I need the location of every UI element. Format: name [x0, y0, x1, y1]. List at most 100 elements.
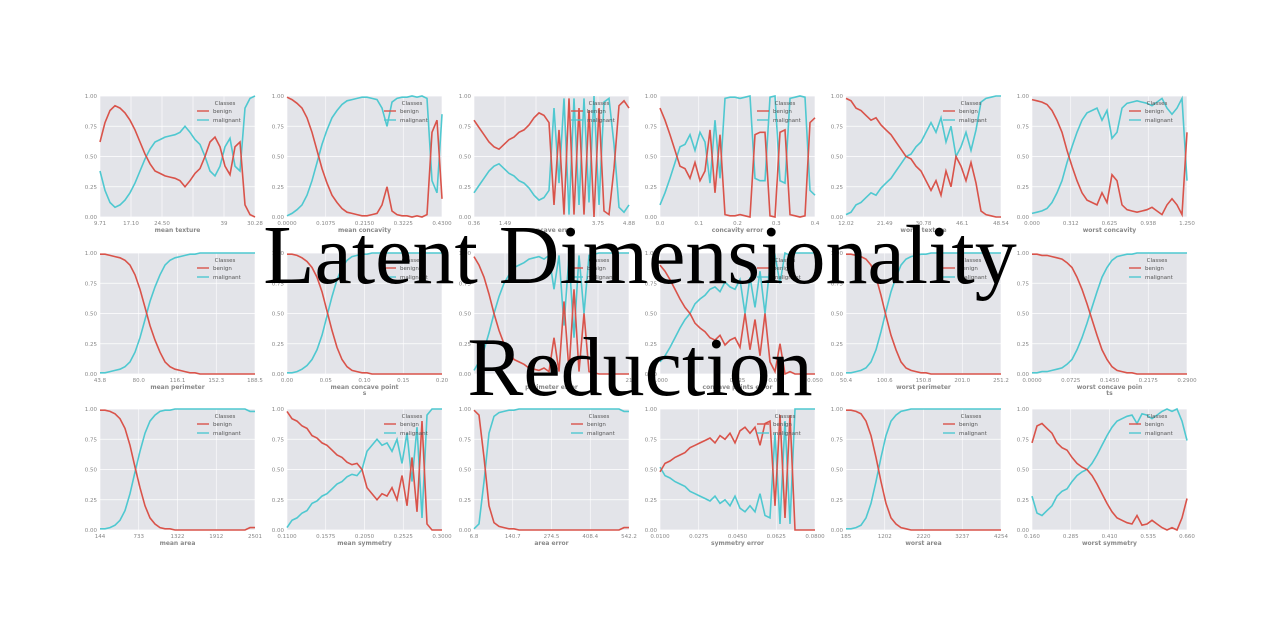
legend-entry: malignant: [959, 275, 988, 281]
x-tick-label: 0.4300: [432, 221, 452, 227]
y-tick-label: 0.25: [645, 342, 658, 348]
x-tick-label: 46.1: [956, 221, 968, 227]
benign-line: [100, 253, 255, 375]
feature-panel: 0.00 0.25 0.50 0.75 1.00 50.4 100.6 150.8 201.0 2…: [831, 251, 1009, 391]
feature-panel: 0.00 0.25 0.50 0.75 1.00 43.8 80.0 116.1 152.3 18…: [85, 251, 264, 391]
malignant-line: [286, 95, 443, 217]
x-tick-label: 144: [95, 534, 106, 540]
y-tick-label: 0.50: [645, 468, 658, 474]
y-tick-label: 1.00: [459, 94, 472, 100]
x-tick-label: 3237: [955, 534, 969, 540]
benign-line: [473, 98, 630, 218]
malignant-line: [1031, 407, 1188, 517]
malignant-line: [659, 251, 815, 363]
legend-title: Classes: [402, 414, 423, 420]
benign-line: [99, 104, 256, 218]
benign-line: [659, 107, 816, 219]
x-tick-label: 4254: [994, 534, 1008, 540]
feature-panel: 0.00 0.25 0.50 0.75 1.00 185 1202 2220 3237 4254 w…: [831, 407, 1009, 547]
benign-line: [1032, 253, 1187, 375]
legend-entry: malignant: [400, 275, 429, 281]
x-tick-label: 100.6: [877, 378, 893, 384]
x-axis-label: worst concave poin: [1077, 384, 1143, 391]
y-tick-label: 1.00: [459, 407, 472, 413]
x-tick-label: 4.88: [623, 221, 636, 227]
x-tick-label: 21.49: [877, 221, 893, 227]
y-tick-label: 0.25: [459, 342, 472, 348]
legend-title: Classes: [215, 101, 236, 107]
title-line-2: Reduction: [467, 321, 813, 414]
benign-line: [845, 97, 1001, 218]
x-tick-label: 2220: [917, 534, 931, 540]
legend-entry: benign: [959, 109, 978, 115]
y-tick-label: 0.00: [85, 372, 98, 378]
legend-title: Classes: [775, 101, 796, 107]
benign-line: [1031, 98, 1188, 218]
legend-entry: benign: [587, 109, 606, 115]
x-tick-label: 0.2900: [1177, 378, 1197, 384]
x-tick-label: 0.1100: [277, 534, 297, 540]
x-axis-label: area error: [534, 540, 568, 547]
x-tick-label: 408.4: [582, 534, 598, 540]
feature-chart: 0.00 0.25 0.50 0.75 1.00 0.000 0.312 0.625 0.938…: [1017, 94, 1196, 234]
y-tick-label: 0.50: [1017, 155, 1030, 161]
benign-line: [1031, 422, 1188, 532]
y-tick-label: 0.00: [645, 372, 658, 378]
legend-entry: malignant: [773, 431, 802, 437]
y-tick-label: 0.00: [645, 528, 658, 534]
y-tick-label: 0.25: [272, 185, 285, 191]
x-tick-label: 24.50: [154, 221, 170, 227]
feature-panel: 0.00 0.25 0.50 0.75 1.00 0.0000 0.0725 0.1450 0.…: [1017, 251, 1197, 397]
x-axis-label: mean concave point: [331, 384, 399, 391]
y-tick-label: 1.00: [272, 251, 285, 257]
x-tick-label: 2501: [248, 534, 262, 540]
legend-entry: malignant: [213, 431, 242, 437]
y-tick-label: 0.75: [645, 281, 658, 287]
legend-entry: benign: [400, 422, 419, 428]
y-tick-label: 0.50: [831, 468, 844, 474]
benign-line: [286, 410, 442, 531]
benign-line: [659, 264, 815, 376]
y-tick-label: 0.00: [459, 528, 472, 534]
x-tick-label: 43.8: [94, 378, 107, 384]
x-tick-label: 140.7: [505, 534, 521, 540]
y-tick-label: 0.75: [85, 124, 98, 130]
x-tick-label: 0.1: [694, 221, 703, 227]
legend-title: Classes: [215, 258, 236, 264]
feature-panel: 0.00 0.25 0.50 0.75 1.00 144 733 1322 1912 2501 me…: [85, 407, 262, 547]
y-tick-label: 1.00: [831, 94, 844, 100]
x-axis-label: mean symmetry: [337, 540, 392, 547]
feature-panel: 0.00 0.25 0.50 0.75 1.00 0.1100 0.1575 0.2050 0.…: [272, 407, 452, 547]
x-tick-label: 0.10: [358, 378, 371, 384]
y-tick-label: 0.00: [272, 372, 285, 378]
legend-title: Classes: [589, 414, 610, 420]
x-tick-label: 0.20: [436, 378, 449, 384]
feature-panel: 0.00 0.25 0.50 0.75 1.00 6.8 140.7 274.5 408.4 54…: [459, 407, 637, 547]
y-tick-label: 1.00: [272, 94, 285, 100]
x-tick-label: 0.025: [730, 378, 746, 384]
y-tick-label: 0.00: [831, 215, 844, 221]
y-tick-label: 0.00: [85, 215, 98, 221]
x-tick-label: 1202: [878, 534, 892, 540]
y-tick-label: 1.00: [459, 251, 472, 257]
x-tick-label: 0.00: [281, 378, 294, 384]
benign-line: [473, 256, 629, 375]
feature-panel: 0.00 0.25 0.50 0.75 1.00 21 perimeter error Cla…: [459, 251, 633, 391]
legend-title: Classes: [775, 258, 796, 264]
x-tick-label: 542.2: [621, 534, 637, 540]
malignant-line: [100, 408, 255, 530]
y-tick-label: 0.50: [459, 155, 472, 161]
y-tick-label: 1.00: [831, 251, 844, 257]
y-tick-label: 0.75: [85, 437, 98, 443]
y-tick-label: 1.00: [85, 251, 98, 257]
feature-chart: 0.00 0.25 0.50 0.75 1.00 185 1202 2220 3237 4254 w…: [831, 407, 1009, 547]
x-tick-label: 0.625: [1102, 221, 1118, 227]
y-tick-label: 0.50: [831, 155, 844, 161]
x-tick-label: 152.3: [208, 378, 224, 384]
x-tick-label: 0.15: [397, 378, 410, 384]
legend-entry: benign: [213, 266, 232, 272]
y-tick-label: 0.75: [272, 437, 285, 443]
legend-entry: malignant: [1145, 431, 1174, 437]
legend-title: Classes: [961, 101, 982, 107]
